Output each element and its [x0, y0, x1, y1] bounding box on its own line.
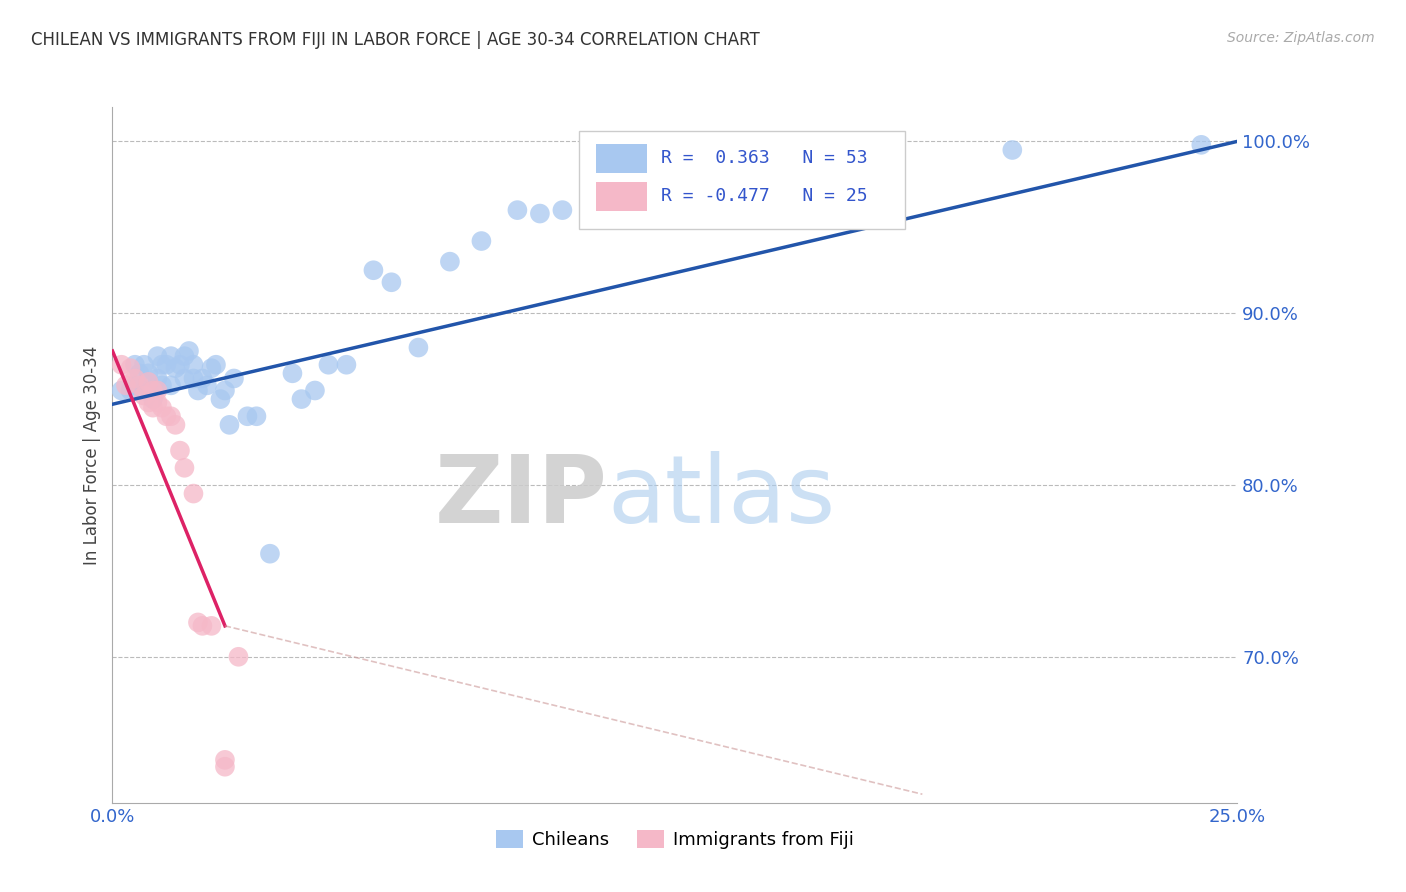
Point	[155, 409, 177, 424]
Point	[686, 186, 709, 200]
Point	[183, 371, 205, 385]
Point	[470, 234, 492, 248]
Point	[281, 367, 304, 381]
Text: R = -0.477   N = 25: R = -0.477 N = 25	[661, 187, 868, 205]
FancyBboxPatch shape	[596, 144, 647, 173]
Point	[259, 547, 281, 561]
Point	[160, 409, 183, 424]
Point	[173, 349, 195, 363]
Point	[236, 409, 259, 424]
Point	[128, 367, 150, 381]
Point	[245, 409, 267, 424]
Point	[214, 753, 236, 767]
Point	[1189, 137, 1212, 152]
Point	[132, 358, 155, 372]
Point	[290, 392, 312, 406]
Point	[335, 358, 357, 372]
Point	[146, 395, 169, 409]
Point	[150, 358, 173, 372]
Point	[200, 361, 222, 376]
Point	[177, 343, 200, 358]
Text: R =  0.363   N = 53: R = 0.363 N = 53	[661, 149, 868, 167]
Point	[318, 358, 340, 372]
Point	[191, 371, 214, 385]
Point	[209, 392, 232, 406]
Point	[551, 203, 574, 218]
Point	[169, 358, 191, 372]
Point	[110, 384, 132, 398]
Text: atlas: atlas	[607, 450, 835, 542]
Text: ZIP: ZIP	[434, 450, 607, 542]
Point	[222, 371, 245, 385]
Point	[124, 358, 146, 372]
Text: CHILEAN VS IMMIGRANTS FROM FIJI IN LABOR FORCE | AGE 30-34 CORRELATION CHART: CHILEAN VS IMMIGRANTS FROM FIJI IN LABOR…	[31, 31, 759, 49]
Y-axis label: In Labor Force | Age 30-34: In Labor Force | Age 30-34	[83, 345, 101, 565]
Point	[124, 371, 146, 385]
Point	[183, 358, 205, 372]
FancyBboxPatch shape	[596, 182, 647, 211]
Point	[200, 619, 222, 633]
Point	[187, 615, 209, 630]
Point	[142, 401, 165, 415]
Point	[110, 358, 132, 372]
Point	[120, 361, 142, 376]
Point	[408, 341, 430, 355]
Point	[205, 358, 228, 372]
Point	[132, 384, 155, 398]
Point	[150, 401, 173, 415]
Point	[304, 384, 326, 398]
Point	[146, 349, 169, 363]
Legend: Chileans, Immigrants from Fiji: Chileans, Immigrants from Fiji	[489, 822, 860, 856]
Point	[132, 389, 155, 403]
Text: Source: ZipAtlas.com: Source: ZipAtlas.com	[1227, 31, 1375, 45]
Point	[214, 384, 236, 398]
Point	[150, 378, 173, 392]
Point	[146, 384, 169, 398]
Point	[228, 649, 250, 664]
Point	[160, 349, 183, 363]
Point	[165, 417, 187, 432]
Point	[146, 371, 169, 385]
Point	[380, 275, 402, 289]
Point	[1001, 143, 1024, 157]
Point	[169, 443, 191, 458]
Point	[506, 203, 529, 218]
Point	[218, 417, 240, 432]
Point	[195, 378, 218, 392]
Point	[138, 375, 160, 389]
Point	[363, 263, 385, 277]
Point	[120, 384, 142, 398]
Point	[155, 358, 177, 372]
Point	[165, 361, 187, 376]
Point	[214, 760, 236, 774]
Point	[529, 206, 551, 220]
Point	[128, 378, 150, 392]
Point	[439, 254, 461, 268]
Point	[142, 392, 165, 406]
Point	[124, 378, 146, 392]
Point	[142, 384, 165, 398]
Point	[187, 384, 209, 398]
Point	[173, 371, 195, 385]
Point	[115, 378, 138, 392]
Point	[138, 384, 160, 398]
FancyBboxPatch shape	[579, 131, 905, 229]
Point	[596, 194, 619, 209]
Point	[191, 619, 214, 633]
Point	[160, 378, 183, 392]
Point	[138, 395, 160, 409]
Point	[138, 367, 160, 381]
Point	[173, 460, 195, 475]
Point	[183, 486, 205, 500]
